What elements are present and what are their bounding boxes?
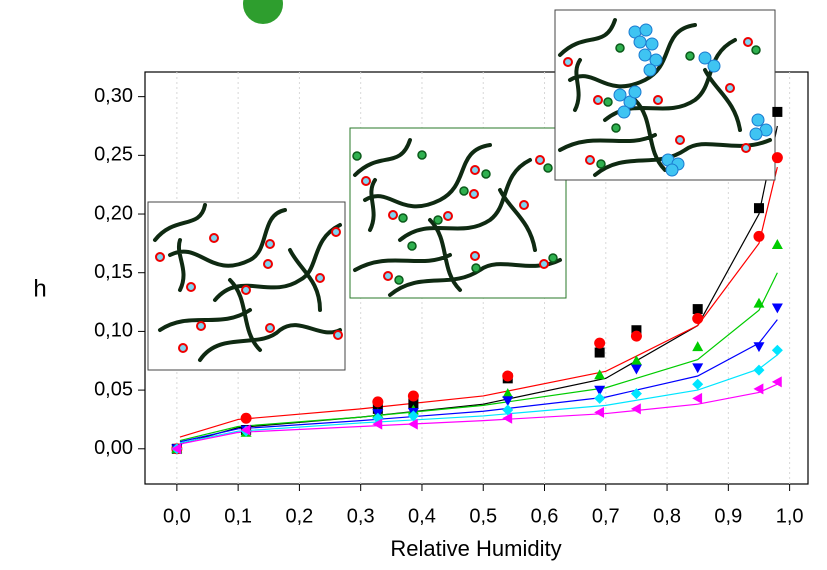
point [408,398,419,409]
point [594,392,606,404]
point [692,312,704,324]
fit-lines [179,125,778,445]
y-tick-label: 0,10 [94,320,133,342]
point [771,152,783,164]
x-tick-label: 1,0 [776,505,804,527]
plot-frame [144,71,809,485]
point [772,106,783,117]
y-axis-label: h [33,275,46,302]
point [372,418,383,430]
point [692,304,703,315]
x-tick-label: 0,6 [531,505,559,527]
point [771,376,782,388]
point [594,337,606,349]
point [594,406,605,418]
point [594,347,605,358]
point [692,341,704,352]
point [630,403,641,415]
point [407,410,419,422]
point [630,355,642,366]
header-decoration [243,0,283,24]
x-tick-label: 0,8 [653,505,681,527]
point [407,418,418,430]
point [692,392,703,404]
inset-medium [349,127,567,299]
point [753,230,765,242]
point [502,404,514,416]
point [630,388,642,400]
point [240,424,251,436]
point [594,385,606,396]
point [171,443,182,455]
point [753,342,765,353]
inset-wet [554,9,776,181]
point [692,378,704,390]
point [502,412,513,424]
x-tick-label: 0,2 [286,505,314,527]
point [753,297,765,308]
inset-dry [147,201,346,371]
point [771,239,783,249]
point [771,303,783,314]
point [631,325,642,336]
point [502,388,514,399]
x-axis-label: Relative Humidity [390,536,561,561]
fit-line [179,125,778,445]
fit-line [179,354,778,444]
point [502,396,514,407]
point [692,363,704,374]
point [407,390,419,402]
point [630,364,642,375]
y-tick-label: 0,05 [94,378,133,400]
fit-line [179,383,778,445]
x-tick-label: 0,5 [469,505,497,527]
point [753,364,765,376]
y-tick-label: 0,25 [94,144,133,166]
x-tick-label: 0,0 [163,505,191,527]
fit-line [179,319,778,443]
data-points [171,106,783,455]
fit-line [179,166,778,438]
y-tick-label: 0,15 [94,261,133,283]
y-tick-label: 0,30 [94,85,133,107]
x-tick-label: 0,7 [592,505,620,527]
point [753,203,764,214]
y-tick-label: 0,20 [94,202,133,224]
y-tick-label: 0,00 [94,437,133,459]
point [502,370,514,382]
point [372,396,384,408]
point [594,369,606,380]
point [630,330,642,342]
fit-line [179,272,778,442]
point [771,344,783,356]
point [753,383,764,395]
x-tick-label: 0,4 [408,505,436,527]
x-tick-label: 0,9 [714,505,742,527]
point [240,412,252,424]
x-tick-label: 0,1 [224,505,252,527]
x-tick-label: 0,3 [347,505,375,527]
